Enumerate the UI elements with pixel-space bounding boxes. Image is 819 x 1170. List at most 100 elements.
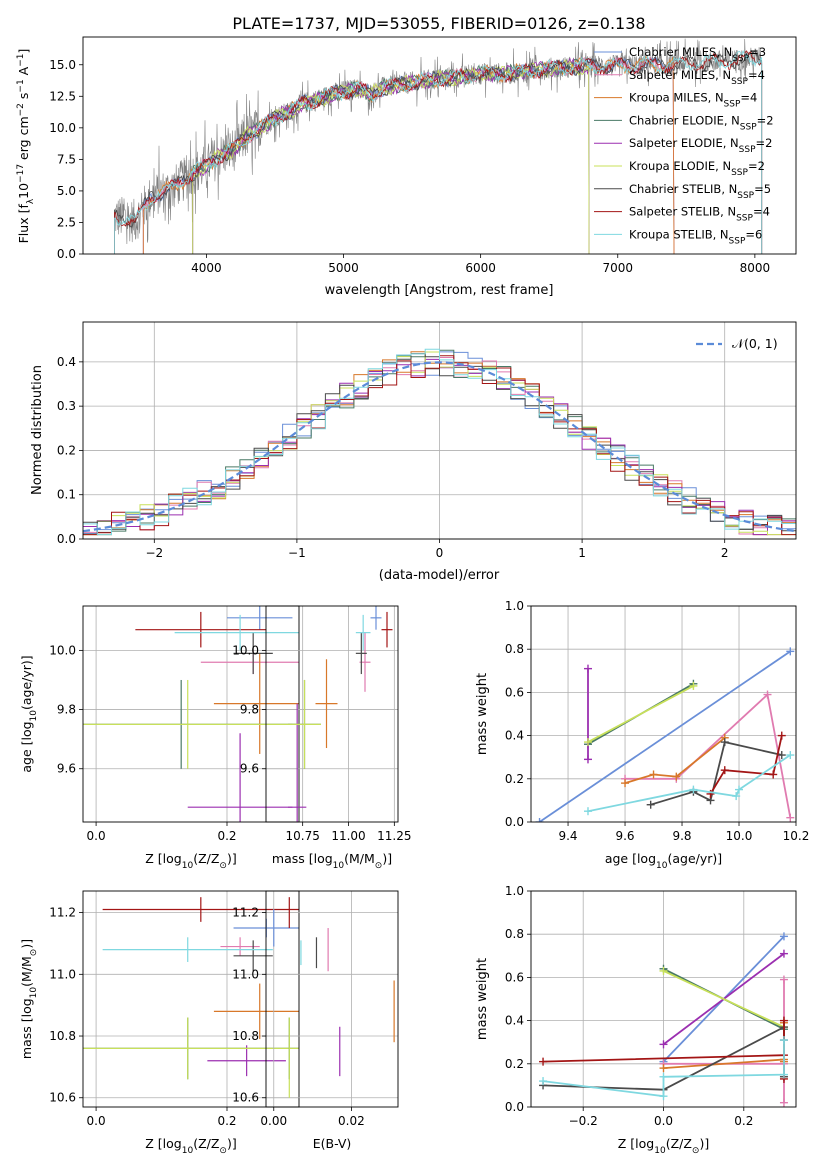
- spectrum-model-salpeter_stelib: [114, 50, 763, 254]
- legend-suffix: =4: [740, 91, 757, 105]
- mass-z-ytick-label: 11.0: [49, 967, 76, 981]
- legend-sub: SSP: [729, 236, 746, 246]
- legend-label-salpeter_miles: Salpeter MILES, NSSP=4: [629, 68, 765, 87]
- spectrum-ytick-label: 12.5: [49, 89, 76, 103]
- legend-sub: SSP: [731, 168, 748, 178]
- legend-label-salpeter_elodie: Salpeter ELODIE, NSSP=2: [629, 136, 772, 155]
- age-z-ylabel-part-2: (age/yr)]: [19, 655, 34, 710]
- weight-z-axes: −0.2 0.0 0.2 0.0 0.2 0.4 0.6 0.8 1.0 mass weight Z…: [475, 884, 797, 1156]
- mass-z-ylabel-part-0: mass [log: [19, 998, 34, 1059]
- age-mass-ytick-label: 9.8: [240, 703, 259, 717]
- mass-ebv-ytick-label: 11.2: [232, 906, 259, 920]
- spectrum-model-salpeter_elodie: [192, 57, 590, 254]
- weight-age-ytick-label: 0.4: [505, 729, 524, 743]
- hist-xtick-label: −2: [145, 546, 163, 560]
- age-z-axes: 0.0 0.29.69.810.0Z [log10(Z/Z⊙)]age [log1…: [19, 605, 300, 871]
- spectrum-ylabel-part-3: −17: [16, 164, 26, 183]
- legend-text: Chabrier ELODIE, N: [629, 113, 740, 127]
- hist-xtick-label: −1: [288, 546, 306, 560]
- age-z-xlabel-part-2: (Z/Z: [193, 851, 219, 866]
- spectrum-model-kroupa_stelib: [114, 49, 763, 254]
- legend-suffix: =2: [748, 159, 765, 173]
- spectrum-ylabel-part-7: −1: [16, 79, 26, 92]
- spectrum-xlabel: wavelength [Angstrom, rest frame]: [325, 283, 554, 298]
- legend-label-chabrier_miles: Chabrier MILES, NSSP=3: [629, 45, 766, 64]
- age-z-ytick-label: 9.6: [57, 762, 76, 776]
- age-z-frame: [82, 605, 300, 823]
- mass-z-ylabel: mass [log10(M/M⊙)]: [19, 939, 39, 1059]
- age-z-ylabel-part-0: age [log: [19, 721, 34, 772]
- legend-suffix: =5: [754, 182, 771, 196]
- weight-age-xtick-label: 10.2: [783, 829, 810, 843]
- age-mass-xtick-label: 11.00: [331, 829, 365, 843]
- age-z-ytick-label: 10.0: [49, 643, 76, 657]
- spectrum-ylabel-part-10: ]: [16, 49, 31, 54]
- weight-age-ytick-label: 0.2: [505, 772, 524, 786]
- mass-z-ytick-label: 11.2: [49, 906, 76, 920]
- mass-z-xlabel-part-0: Z [log: [145, 1136, 181, 1151]
- legend-text: Kroupa STELIB, N: [629, 227, 729, 241]
- mass-ebv-axes: 0.00 0.02 10.6 10.8 11.0 11.2 E(B-V): [232, 890, 399, 1151]
- age-z-xlabel-part-4: )]: [227, 851, 237, 866]
- spectrum-xtick-label: 4000: [191, 261, 222, 275]
- legend-text: Salpeter STELIB, N: [629, 205, 736, 219]
- hist-ytick-label: 0.4: [57, 355, 76, 369]
- hist-ylabel: Normed distribution: [30, 365, 45, 495]
- legend-label-salpeter_stelib: Salpeter STELIB, NSSP=4: [629, 205, 770, 224]
- weight-z-ytick-label: 0.2: [505, 1057, 524, 1071]
- spectrum-ylabel-part-1: λ: [26, 198, 36, 204]
- mass-ebv-frame: [265, 890, 399, 1108]
- legend-sub: SSP: [732, 54, 749, 64]
- mass-ebv-ytick-label: 10.8: [232, 1029, 259, 1043]
- mass-ebv-xtick-label: 0.00: [260, 1114, 287, 1128]
- legend-label-kroupa_miles: Kroupa MILES, NSSP=4: [629, 91, 757, 110]
- weight-z-xlabel-part-2: (Z/Z: [666, 1136, 692, 1151]
- weight-z-frame: [530, 890, 797, 1108]
- weight-z-xlabel-part-1: 10: [654, 1146, 666, 1156]
- weight-z-xtick-label: 0.0: [654, 1114, 673, 1128]
- weight-z-ytick-label: 0.0: [505, 1100, 524, 1114]
- spectrum-ylabel-part-8: A: [16, 66, 31, 79]
- weight-age-line-chabrier_miles: [538, 650, 791, 822]
- weight-age-line-salpeter_stelib: [709, 735, 783, 795]
- mass-z-xtick-label: 0.0: [87, 1114, 106, 1128]
- mass-ebv-ytick-label: 11.0: [232, 967, 259, 981]
- spectrum-ylabel-part-9: −1: [16, 54, 26, 67]
- hist-axes: −2 −1 0 1 2 0.0 0.1 0.2 0.3 0.4 𝒩(0, 1) (data-model…: [30, 321, 797, 583]
- spectrum-ytick-label: 0.0: [57, 247, 76, 261]
- mass-z-xlabel-part-1: 10: [182, 1146, 194, 1156]
- age-mass-xlabel-part-4: )]: [382, 851, 392, 866]
- hist-ytick-label: 0.2: [57, 443, 76, 457]
- hist-legend-label: 𝒩(0, 1): [732, 336, 778, 351]
- spectrum-ytick-label: 15.0: [49, 58, 76, 72]
- legend-suffix: =3: [749, 45, 766, 59]
- weight-z-line-kroupa_miles: [663, 1022, 785, 1069]
- legend-sub: SSP: [724, 100, 741, 110]
- age-z-ylabel-part-1: 10: [29, 710, 39, 722]
- mass-z-ytick-label: 10.6: [49, 1091, 76, 1105]
- weight-age-xlabel: age [log10(age/yr)]: [605, 851, 722, 871]
- spectrum-xtick-label: 8000: [740, 261, 771, 275]
- hist-xtick-label: 2: [721, 546, 729, 560]
- hist-ytick-label: 0.0: [57, 532, 76, 546]
- spectrum-ytick-label: 7.5: [57, 152, 76, 166]
- hist-xtick-label: 1: [578, 546, 586, 560]
- age-z-ytick-label: 9.8: [57, 703, 76, 717]
- age-mass-xlabel-part-3: ⊙: [375, 861, 383, 871]
- spectrum-ytick-label: 5.0: [57, 184, 76, 198]
- age-z-xlabel-part-0: Z [log: [145, 851, 181, 866]
- spectrum-frame: [82, 36, 797, 255]
- mass-z-ylabel-part-2: (M/M: [19, 956, 34, 987]
- weight-age-xlabel-part-0: age [log: [605, 851, 656, 866]
- hist-ytick-label: 0.3: [57, 399, 76, 413]
- weight-age-ytick-label: 0.6: [505, 685, 524, 699]
- legend-sub: SSP: [731, 77, 748, 87]
- legend-suffix: =6: [745, 227, 762, 241]
- legend-suffix: =2: [757, 113, 774, 127]
- age-z-xlabel: Z [log10(Z/Z⊙)]: [145, 851, 236, 871]
- age-mass-plot: [288, 606, 393, 822]
- mass-z-xtick-label: 0.2: [217, 1114, 236, 1128]
- age-mass-ytick-label: 10.0: [232, 643, 259, 657]
- weight-z-line-kroupa_elodie: [663, 970, 785, 1028]
